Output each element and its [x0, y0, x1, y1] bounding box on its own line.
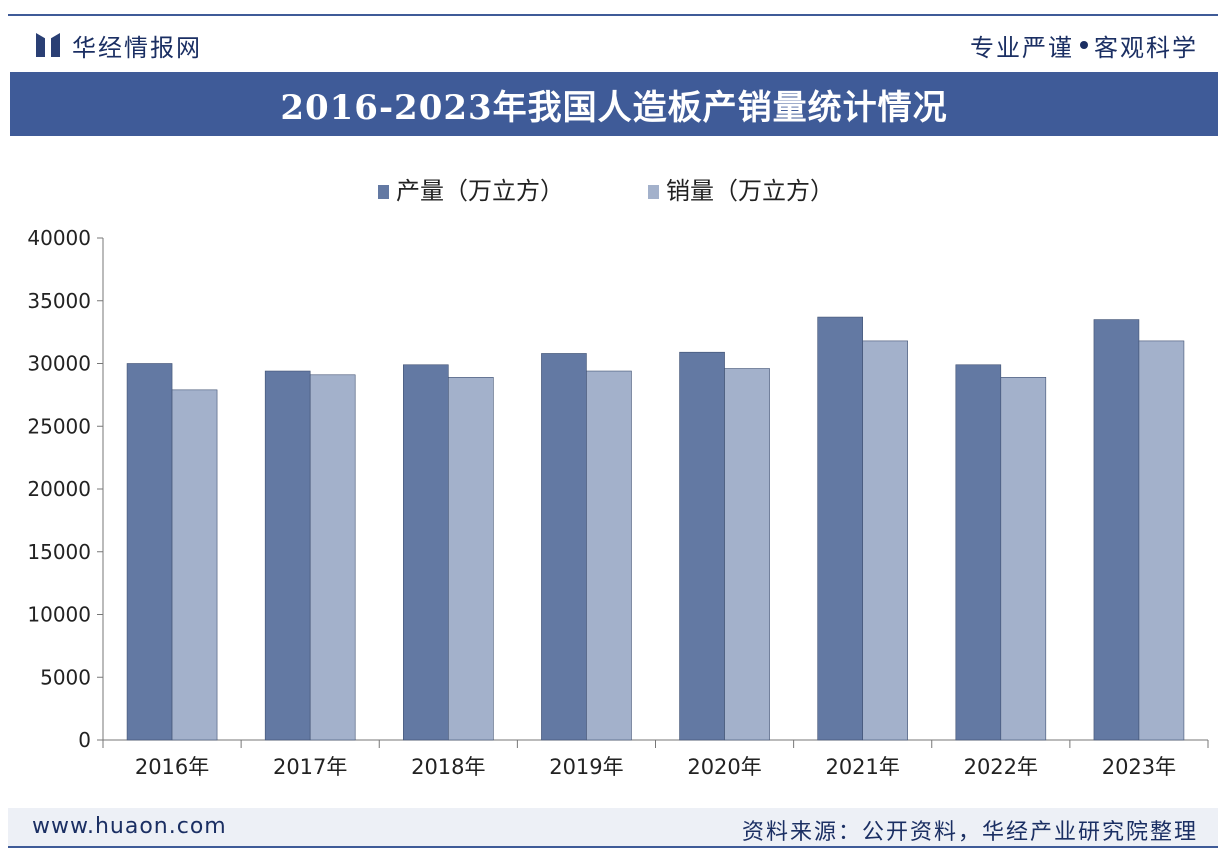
bar-销量（万立方）-2018年 [448, 377, 494, 741]
bottom-rule [8, 846, 1218, 848]
bar-销量（万立方）-2020年 [724, 368, 770, 741]
x-tick-label-6: 2022年 [964, 755, 1038, 779]
bar-销量（万立方）-2022年 [1000, 377, 1047, 741]
chart-area: 产量（万立方） 销量（万立方） 0 5000 10000 15000 20000 25000 3… [8, 150, 1218, 800]
bar-销量（万立方）-2021年 [862, 340, 908, 741]
x-tick-label-0: 2016年 [135, 755, 209, 779]
y-tick-label-7: 35000 [27, 289, 91, 313]
title-band: 2016-2023年我国人造板产销量统计情况 [10, 72, 1218, 136]
legend-label-0: 产量（万立方） [396, 177, 564, 205]
website-label: www.huaon.com [32, 814, 227, 839]
bar-产量（万立方）-2022年 [955, 364, 1002, 741]
bar-销量（万立方）-2017年 [309, 374, 356, 741]
motto: 专业严谨 客观科学 [970, 28, 1198, 62]
x-tick-label-2: 2018年 [411, 755, 485, 779]
legend-swatch-1 [648, 185, 659, 199]
motto-left: 专业严谨 [970, 33, 1074, 62]
legend-swatch-0 [378, 185, 389, 199]
bar-产量（万立方）-2017年 [264, 370, 311, 741]
bar-chart: 产量（万立方） 销量（万立方） 0 5000 10000 15000 20000 25000 3… [27, 177, 1209, 779]
y-tick-label-1: 5000 [40, 665, 91, 689]
bar-销量（万立方）-2023年 [1138, 340, 1185, 741]
y-tick-label-6: 30000 [27, 352, 91, 376]
bar-产量（万立方）-2018年 [403, 364, 449, 741]
brand: 华经情报网 [36, 28, 202, 62]
y-tick-label-3: 15000 [27, 540, 91, 564]
x-tick-label-4: 2020年 [687, 755, 761, 779]
y-tick-label-0: 0 [78, 728, 91, 752]
x-tick-label-1: 2017年 [273, 755, 347, 779]
x-tick-label-5: 2021年 [825, 755, 899, 779]
brand-logo-icon [36, 33, 64, 57]
bar-产量（万立方）-2020年 [679, 351, 725, 741]
bar-产量（万立方）-2016年 [126, 363, 173, 741]
y-tick-label-2: 10000 [27, 603, 91, 627]
y-tick-label-4: 20000 [27, 477, 91, 501]
y-tick-label-8: 40000 [27, 226, 91, 250]
source-note: 资料来源：公开资料，华经产业研究院整理 [741, 820, 1198, 845]
chart-title: 2016-2023年我国人造板产销量统计情况 [280, 87, 948, 128]
motto-right: 客观科学 [1094, 33, 1198, 62]
bar-产量（万立方）-2019年 [541, 353, 587, 741]
bar-销量（万立方）-2016年 [171, 389, 218, 741]
legend-label-1: 销量（万立方） [666, 177, 834, 205]
footer: www.huaon.com 资料来源：公开资料，华经产业研究院整理 [8, 808, 1218, 848]
y-tick-label-5: 25000 [27, 414, 91, 438]
bar-销量（万立方）-2019年 [586, 370, 632, 741]
x-tick-label-3: 2019年 [549, 755, 623, 779]
brand-name: 华经情报网 [72, 33, 202, 62]
chart-frame: 华经情报网 专业严谨 客观科学 2016-2023年我国人造板产销量统计情况 产… [8, 10, 1218, 848]
bullet-dot-icon [1080, 41, 1088, 49]
x-tick-label-7: 2023年 [1102, 755, 1176, 779]
bar-产量（万立方）-2021年 [817, 316, 863, 741]
top-rule [8, 14, 1218, 16]
bar-产量（万立方）-2023年 [1093, 319, 1140, 741]
